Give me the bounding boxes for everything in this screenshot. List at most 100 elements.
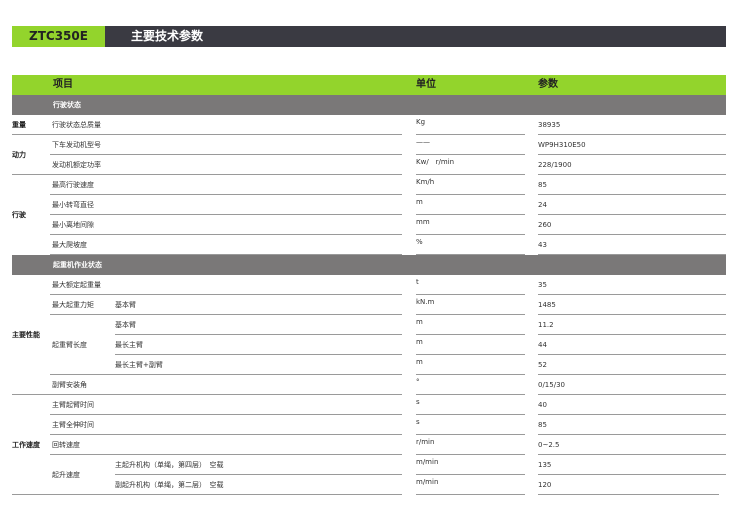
value-cell: 35 [538,281,547,289]
item-label: 下车发动机型号 [52,141,101,149]
value-cell: 38935 [538,121,561,129]
row-divider [50,154,402,155]
unit-cell: s [416,398,420,406]
row-divider [538,394,726,395]
unit-cell: mm [416,218,430,226]
value-cell: 52 [538,361,547,369]
row-divider [538,414,726,415]
value-cell: 85 [538,181,547,189]
value-cell: 260 [538,221,552,229]
value-cell: 135 [538,461,552,469]
row-divider [50,434,402,435]
section-header: 行驶状态 [12,95,726,115]
row-divider [12,174,50,175]
unit-cell: ° [416,378,420,386]
row-divider [538,354,726,355]
value-cell: 40 [538,401,547,409]
row-divider [416,254,525,255]
value-cell: WP9H310E50 [538,141,586,149]
value-cell: 120 [538,481,552,489]
value-cell: 0~2.5 [538,441,560,449]
sub-item-label: 基本臂 [115,301,136,309]
row-divider [538,134,726,135]
sub-item-label: 最长主臂+副臂 [115,361,163,369]
row-divider [538,474,726,475]
row-divider [50,174,402,175]
row-divider [538,374,726,375]
row-divider [538,434,726,435]
value-cell: 44 [538,341,547,349]
row-divider [50,394,402,395]
unit-cell: m [416,198,423,206]
column-header-value: 参数 [538,79,558,90]
sub-item-label: 最长主臂 [115,341,143,349]
row-divider [416,374,525,375]
unit-cell: % [416,238,423,246]
value-cell: 228/1900 [538,161,572,169]
row-divider [416,354,525,355]
row-divider [416,134,525,135]
row-divider [50,134,402,135]
row-divider [538,314,726,315]
column-header-unit: 单位 [416,79,436,90]
item-label: 最大爬坡度 [52,241,87,249]
value-cell: 1485 [538,301,556,309]
row-divider [416,194,525,195]
section-title: 行驶状态 [53,101,81,109]
unit-cell: m/min [416,458,439,466]
item-label: 发动机额定功率 [52,161,101,169]
unit-cell: m [416,338,423,346]
unit-cell: s [416,418,420,426]
group-label: 行驶 [12,211,26,219]
row-divider [416,434,525,435]
row-divider [50,254,402,255]
value-cell: 43 [538,241,547,249]
value-cell: 0/15/30 [538,381,565,389]
row-divider [538,294,726,295]
row-divider [538,234,726,235]
row-divider [416,474,525,475]
unit-cell: Kg [416,118,426,126]
unit-cell: t [416,278,419,286]
value-cell: 24 [538,201,547,209]
row-divider [416,174,525,175]
row-divider [538,254,726,255]
row-divider [50,414,402,415]
sub-item-label: 基本臂 [115,321,136,329]
row-divider [12,134,50,135]
row-divider [416,214,525,215]
unit-cell: m [416,358,423,366]
table-header: 项目 单位 参数 [12,75,726,95]
row-divider [416,394,525,395]
value-cell: 11.2 [538,321,554,329]
group-label: 工作速度 [12,441,40,449]
item-label: 主臂全伸时间 [52,421,94,429]
item-label: 最高行驶速度 [52,181,94,189]
sub-item-label: 副起升机构（单绳，第二层） 空载 [115,481,224,489]
row-divider [538,454,726,455]
item-label: 最大起重力矩 [52,301,94,309]
row-divider [538,174,726,175]
item-label: 主臂起臂时间 [52,401,94,409]
unit-cell: m/min [416,478,439,486]
row-divider [416,234,525,235]
section-title: 起重机作业状态 [53,261,102,269]
row-divider [115,354,402,355]
row-divider [538,334,726,335]
row-divider [416,314,525,315]
sub-item-label: 主起升机构（单绳，第四层） 空载 [115,461,224,469]
row-divider [50,374,402,375]
row-divider [50,314,402,315]
row-divider [416,414,525,415]
row-divider [416,334,525,335]
row-divider [416,454,525,455]
unit-cell: Kw/ r/min [416,158,455,166]
row-divider [538,194,726,195]
unit-cell: Km/h [416,178,435,186]
unit-cell: m [416,318,423,326]
unit-cell: r/min [416,438,435,446]
item-label: 副臂安装角 [52,381,87,389]
group-label: 重量 [12,121,26,129]
row-divider [538,494,719,495]
